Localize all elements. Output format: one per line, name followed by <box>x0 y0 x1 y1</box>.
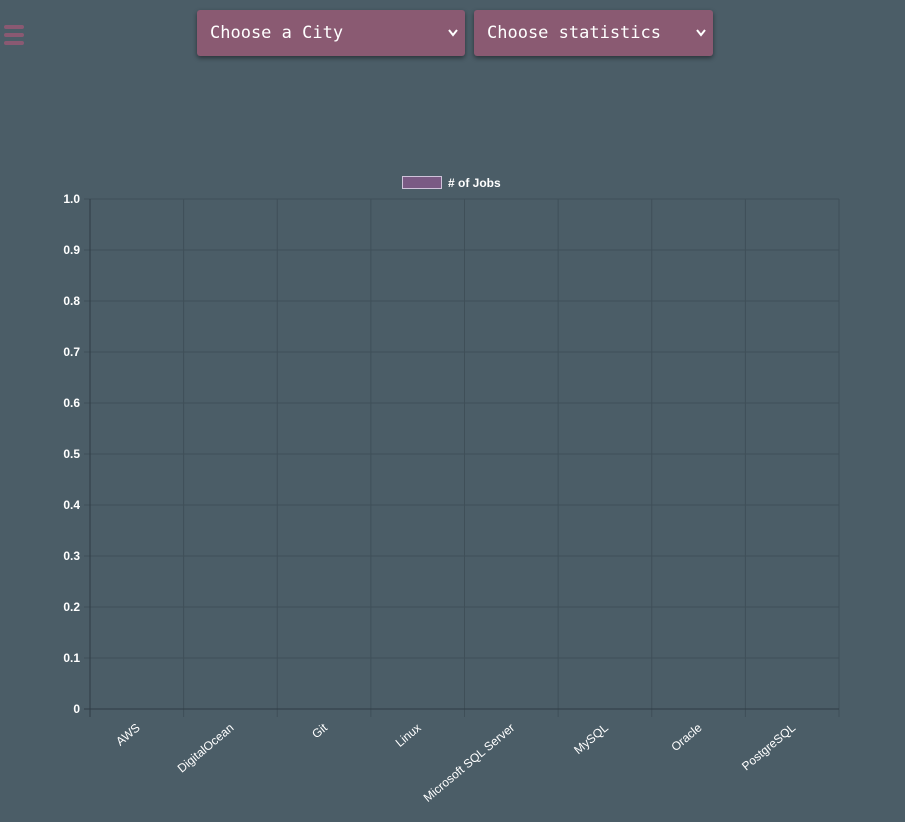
y-tick-label: 0.6 <box>63 396 80 410</box>
chevron-down-icon <box>448 29 458 37</box>
x-tick-label: DigitalOcean <box>175 721 237 776</box>
x-tick-label: Microsoft SQL Server <box>421 721 518 805</box>
x-tick-label: PostgreSQL <box>739 720 798 773</box>
x-tick-label: MySQL <box>571 720 611 757</box>
y-tick-label: 0.9 <box>63 243 80 257</box>
x-tick-label: Linux <box>393 721 424 750</box>
legend-label: # of Jobs <box>448 175 501 190</box>
y-tick-label: 0.2 <box>63 600 80 614</box>
y-tick-label: 0.5 <box>63 447 80 461</box>
statistics-select-value: Choose statistics <box>487 23 661 43</box>
menu-bar-line <box>4 41 24 45</box>
city-select-value: Choose a City <box>210 23 344 43</box>
y-tick-label: 0 <box>73 702 80 716</box>
y-tick-label: 0.7 <box>63 345 80 359</box>
menu-bar-line <box>4 33 24 37</box>
x-tick-label: Oracle <box>668 720 704 754</box>
statistics-select[interactable]: Choose statistics <box>474 10 713 56</box>
y-tick-label: 0.1 <box>63 651 80 665</box>
hamburger-menu-icon[interactable] <box>4 25 24 47</box>
menu-bar-line <box>4 25 24 29</box>
y-tick-label: 1.0 <box>63 192 80 206</box>
y-tick-label: 0.4 <box>63 498 80 512</box>
city-select[interactable]: Choose a City <box>197 10 465 56</box>
y-tick-label: 0.8 <box>63 294 80 308</box>
x-tick-label: AWS <box>113 721 143 749</box>
chart-legend[interactable]: # of Jobs <box>402 175 501 190</box>
chevron-down-icon <box>696 29 706 37</box>
y-tick-label: 0.3 <box>63 549 80 563</box>
x-tick-label: Git <box>309 720 330 741</box>
legend-swatch <box>402 176 442 189</box>
